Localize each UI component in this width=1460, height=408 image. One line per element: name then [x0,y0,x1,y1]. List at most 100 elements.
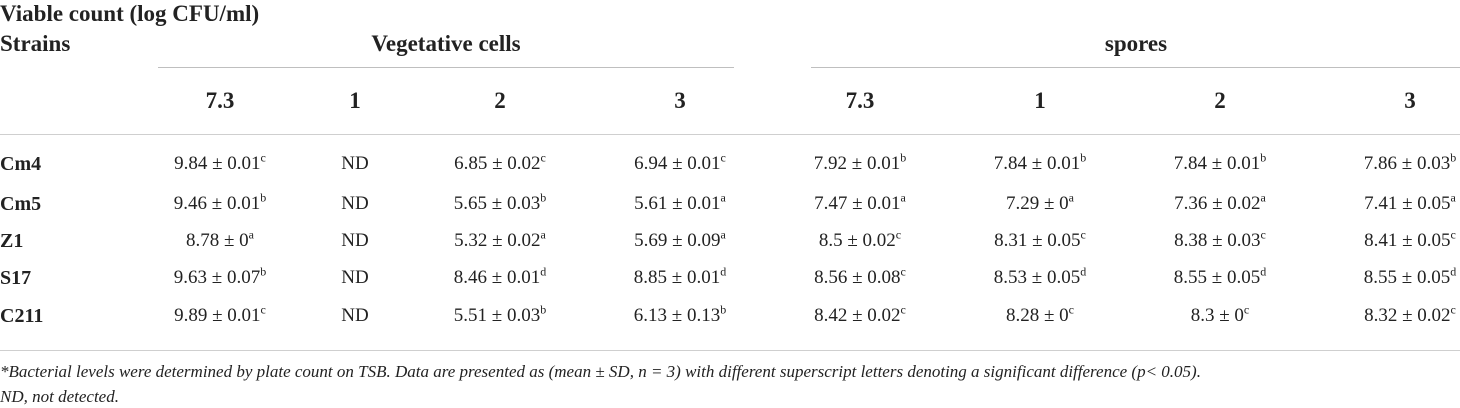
table-cell: 8.3 ± 0c [1130,304,1310,328]
significance-letter: b [1450,150,1457,165]
table-row: S17 9.63 ± 0.07b ND 8.46 ± 0.01d 8.85 ± 0.01… [0,259,1460,296]
cell-value: 5.69 ± 0.09 [634,230,721,251]
cell-value: ND [341,230,369,251]
table-cell: 9.84 ± 0.01c [135,152,305,176]
cell-value: 9.46 ± 0.01 [173,193,261,214]
cell-value: ND [341,267,369,288]
cell-value: 7.41 ± 0.05 [1364,193,1451,214]
table-cell: 7.86 ± 0.03b [1320,152,1460,176]
significance-letter: a [720,227,726,242]
table-cell: 7.41 ± 0.05a [1320,192,1460,216]
column-header: 1 [1034,88,1046,113]
significance-letter: c [540,150,546,165]
table-cell: ND [305,229,405,253]
cell-value: 6.85 ± 0.02 [454,153,541,174]
cell-value: 8.46 ± 0.01 [453,267,541,288]
table-cell: 5.32 ± 0.02a [410,229,590,253]
cell-value: 7.84 ± 0.01 [993,153,1081,174]
header-rule [0,134,1460,135]
cell-value: 8.42 ± 0.02 [814,305,901,326]
table-cell: ND [305,152,405,176]
table-cell: 8.32 ± 0.02c [1320,304,1460,328]
table-cell: 6.13 ± 0.13b [590,304,770,328]
significance-letter: d [1260,264,1267,279]
significance-letter: c [900,302,906,317]
table-cell: 8.5 ± 0.02c [770,229,950,253]
table-cell: ND [305,304,405,328]
table-cell: 7.29 ± 0a [950,192,1130,216]
table-cell: 7.92 ± 0.01b [770,152,950,176]
cell-value: 7.84 ± 0.01 [1173,153,1261,174]
table-cell: 7.36 ± 0.02a [1130,192,1310,216]
significance-letter: d [1080,264,1087,279]
significance-letter: d [720,264,727,279]
cell-value: 8.85 ± 0.01 [633,267,721,288]
table-cell: 7.84 ± 0.01b [950,152,1130,176]
cell-value: 9.63 ± 0.07 [173,267,261,288]
significance-letter: a [720,190,726,205]
table-cell: 7.47 ± 0.01a [770,192,950,216]
cell-value: 6.13 ± 0.13 [633,305,721,326]
table-row: Z1 8.78 ± 0a ND 5.32 ± 0.02a 5.69 ± 0.09a 8.5… [0,222,1460,259]
column-header: 3 [1404,88,1416,113]
significance-letter: a [248,227,254,242]
cell-value: 8.55 ± 0.05 [1173,267,1261,288]
cell-value: 9.84 ± 0.01 [174,153,261,174]
significance-letter: c [895,227,902,242]
cell-value: ND [341,193,369,214]
table-cell: 9.46 ± 0.01b [135,192,305,216]
significance-letter: b [260,190,267,205]
table-row: Cm4 9.84 ± 0.01c ND 6.85 ± 0.02c 6.94 ± 0.01… [0,145,1460,182]
table-cell: 8.55 ± 0.05d [1320,266,1460,290]
cell-value: 7.36 ± 0.02 [1174,193,1261,214]
table-cell: 6.94 ± 0.01c [590,152,770,176]
significance-letter: b [540,302,547,317]
strain-label: Cm5 [0,193,42,215]
significance-letter: a [1450,190,1456,205]
table-cell: 7.84 ± 0.01b [1130,152,1310,176]
significance-letter: c [720,150,726,165]
table-row: Cm5 9.46 ± 0.01b ND 5.65 ± 0.03b 5.61 ± 0.01… [0,185,1460,222]
table-cell: ND [305,266,405,290]
table-cell: 8.46 ± 0.01d [410,266,590,290]
column-header: 7.3 [845,88,875,113]
cell-value: 8.78 ± 0 [185,230,249,251]
significance-letter: c [1450,227,1456,242]
column-header: 2 [1214,88,1226,113]
significance-letter: b [720,302,727,317]
row-header: Strains [0,31,71,56]
table-cell: 8.28 ± 0c [950,304,1130,328]
column-header: 3 [674,88,686,113]
significance-letter: c [1260,227,1266,242]
cell-value: 5.32 ± 0.02 [454,230,541,251]
table-cell: 8.56 ± 0.08c [770,266,950,290]
strain-label: S17 [0,267,32,289]
group-header-vegetative: Vegetative cells [371,31,521,56]
cell-value: 8.28 ± 0 [1005,305,1069,326]
table-cell: 8.85 ± 0.01d [590,266,770,290]
cell-value: 7.29 ± 0 [1005,193,1069,214]
significance-letter: b [540,190,547,205]
table-cell: 6.85 ± 0.02c [410,152,590,176]
table-row: C211 9.89 ± 0.01c ND 5.51 ± 0.03b 6.13 ± 0.1… [0,297,1460,334]
group-underline [811,67,1460,68]
cell-value: 7.92 ± 0.01 [813,153,901,174]
cell-value: 5.65 ± 0.03 [453,193,541,214]
cell-value: 8.3 ± 0 [1190,305,1244,326]
table-cell: 8.38 ± 0.03c [1130,229,1310,253]
significance-letter: d [1450,264,1457,279]
significance-letter: c [260,302,266,317]
table-cell: 9.63 ± 0.07b [135,266,305,290]
table-cell: ND [305,192,405,216]
table-cell: 9.89 ± 0.01c [135,304,305,328]
significance-letter: d [540,264,547,279]
cell-value: 8.41 ± 0.05 [1364,230,1451,251]
cell-value: 6.94 ± 0.01 [634,153,721,174]
cell-value: 8.53 ± 0.05 [993,267,1081,288]
cell-value: 7.47 ± 0.01 [814,193,901,214]
strain-label: Z1 [0,230,24,252]
table-cell: 8.31 ± 0.05c [950,229,1130,253]
significance-letter: a [1068,190,1074,205]
group-underline [158,67,734,68]
significance-letter: c [1243,302,1250,317]
